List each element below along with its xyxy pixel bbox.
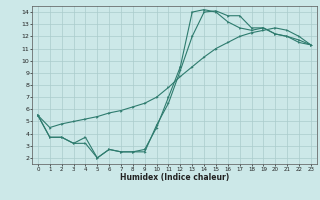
X-axis label: Humidex (Indice chaleur): Humidex (Indice chaleur) xyxy=(120,173,229,182)
